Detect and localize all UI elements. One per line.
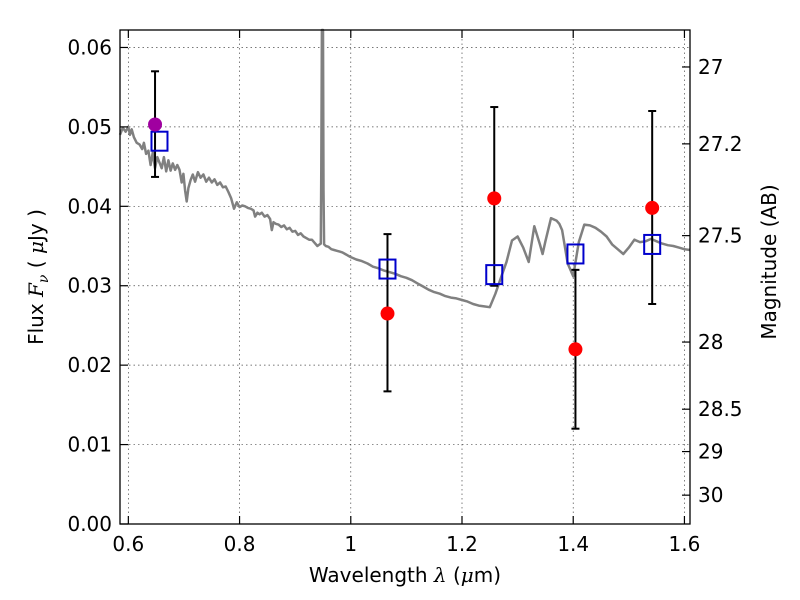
x-tick-label: 1.6 [669,532,701,556]
observed-point [568,342,583,357]
observed-point [148,117,163,132]
y-axis-label-text: Flux [24,297,48,345]
x-axis-label-open: ( [447,563,461,587]
model-square [150,130,169,152]
observed-point [645,200,660,215]
x-axis-label-unit: m) [474,563,501,587]
y-axis-label-open: ( [24,254,48,275]
x-tick-label: 1.4 [557,532,589,556]
y-tick-label: 0.02 [67,353,112,377]
model-square [566,243,585,265]
model-square [378,258,397,280]
x-axis-label: Wavelength λ (μm) [309,563,501,587]
tick-layer: 0.6 0.8 1 1.2 1.4 1.6 0.00 0.01 0.02 0.03 0.04 0.05… [67,30,743,556]
x-tick-label: 0.6 [112,532,144,556]
x-tick-label: 0.8 [224,532,256,556]
model-box-layer [150,130,662,286]
y-axis-label-mu: μ [24,241,48,254]
observed-point-layer [148,117,660,357]
spectrum-layer [118,28,691,309]
y-axis-label-subscript: ν [36,274,52,283]
x-tick-label: 1.2 [446,532,478,556]
y2-tick-label: 28 [698,330,723,354]
x-axis-label-symbol: λ [433,563,447,587]
observed-point [487,191,502,206]
plot-frame [119,29,691,525]
y-axis-label-unit: Jy ) [24,209,48,243]
y-tick-label: 0.03 [67,274,112,298]
observed-point [380,306,395,321]
y2-tick-label: 27.2 [698,132,743,156]
model-square [485,264,504,286]
y-tick-label: 0.04 [67,194,112,218]
x-axis-label-text: Wavelength [309,563,434,587]
x-axis-label-mu: μ [461,563,474,587]
y2-tick-label: 30 [698,483,723,507]
y-axis-label-symbol: F [24,282,48,298]
spectrum-line [118,28,691,309]
y-tick-label: 0.06 [67,35,112,59]
y-tick-label: 0.00 [67,512,112,536]
x-tick-label: 1 [344,532,357,556]
y-axis-label: Flux Fν ( μJy ) [24,209,52,345]
y-tick-label: 0.01 [67,433,112,457]
y2-axis-label: Magnitude (AB) [757,184,781,339]
y-tick-label: 0.05 [67,115,112,139]
y2-tick-label: 27 [698,55,723,79]
y2-tick-label: 29 [698,440,723,464]
y2-tick-label: 28.5 [698,397,743,421]
y2-tick-label: 27.5 [698,224,743,248]
model-square [643,233,662,255]
